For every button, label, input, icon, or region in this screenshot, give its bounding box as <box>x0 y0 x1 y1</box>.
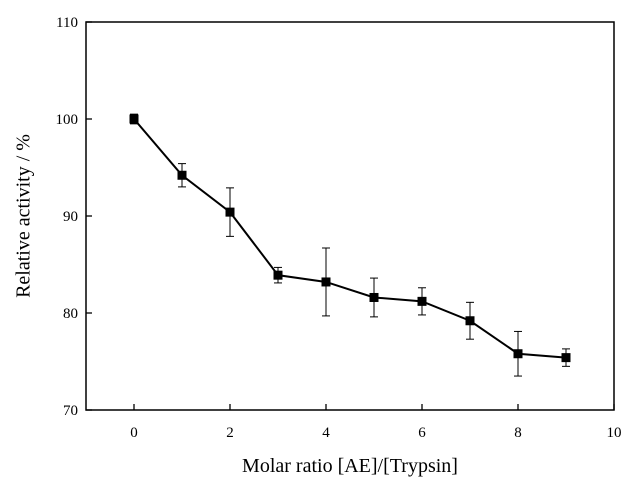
data-point <box>417 296 427 306</box>
x-tick-label: 10 <box>607 425 622 441</box>
x-axis-title: Molar ratio [AE]/[Trypsin] <box>242 455 458 477</box>
y-tick-label: 110 <box>56 15 78 31</box>
x-tick-label: 2 <box>226 425 234 441</box>
series-layer <box>129 113 571 377</box>
data-point <box>561 353 571 363</box>
x-tick-label: 0 <box>130 425 138 441</box>
y-axis: 70 80 90 100 110 <box>56 15 92 419</box>
y-tick-label: 80 <box>63 306 78 322</box>
series-line <box>133 118 567 359</box>
y-tick-label: 70 <box>63 403 78 419</box>
x-tick-label: 4 <box>322 425 330 441</box>
y-tick-label: 100 <box>56 112 79 128</box>
data-point <box>369 292 379 302</box>
plot-frame <box>85 21 615 411</box>
y-tick-label: 90 <box>63 209 78 225</box>
data-point <box>129 114 139 124</box>
x-tick-label: 8 <box>514 425 522 441</box>
data-point <box>321 277 331 287</box>
data-point <box>513 349 523 359</box>
y-axis-title: Relative activity / % <box>13 134 35 298</box>
x-tick-label: 6 <box>418 425 426 441</box>
data-point <box>273 270 283 280</box>
x-axis: 0 2 4 6 8 10 <box>130 404 622 441</box>
data-point <box>465 316 475 326</box>
data-point <box>177 170 187 180</box>
plot-border <box>85 21 615 411</box>
data-point <box>225 207 235 217</box>
